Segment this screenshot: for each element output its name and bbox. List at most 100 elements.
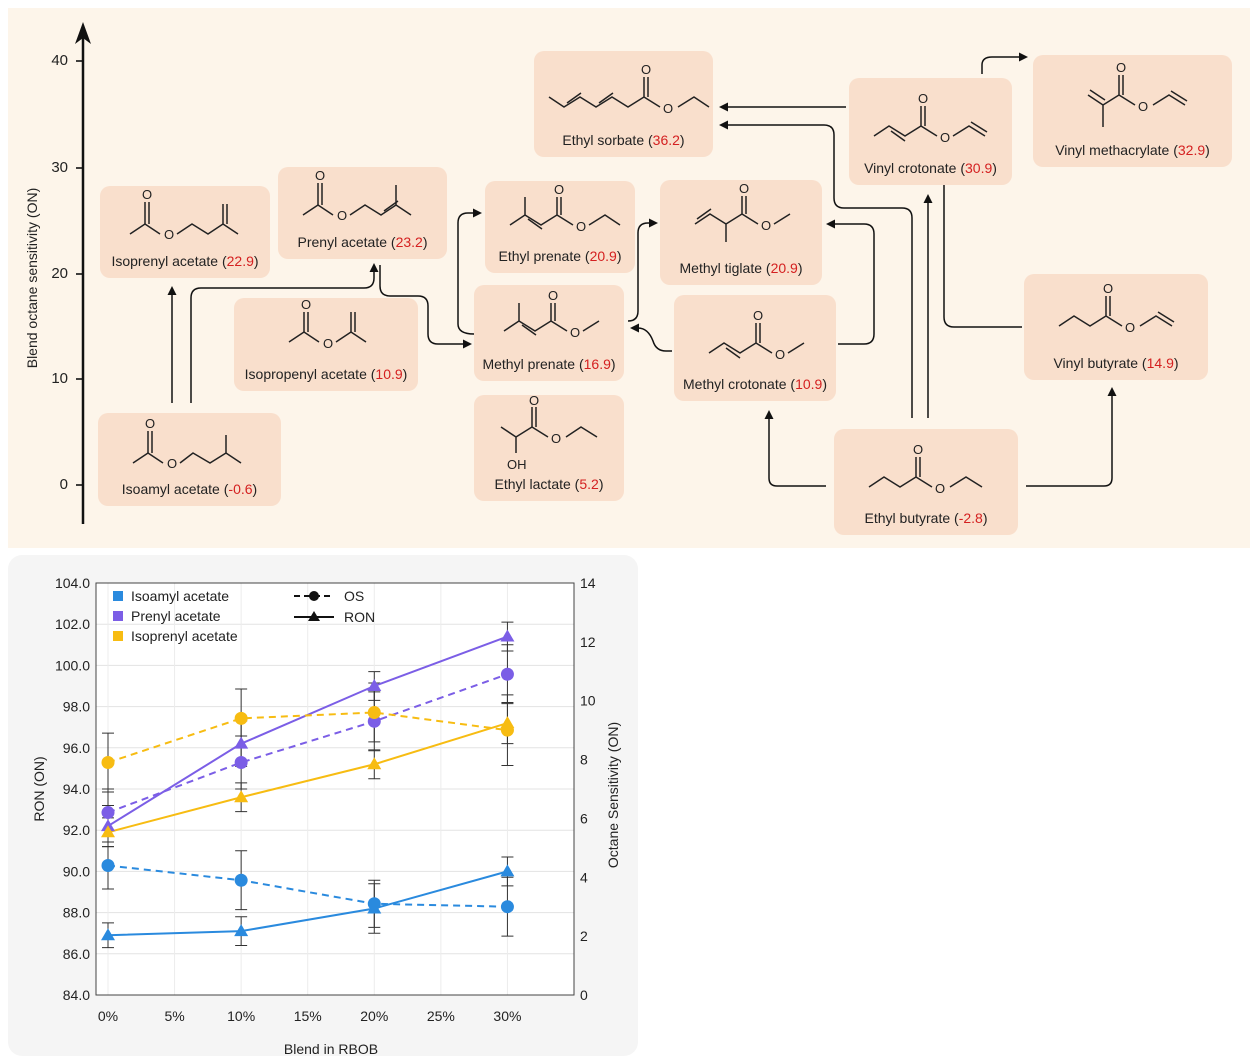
svg-text:O: O bbox=[301, 298, 311, 312]
svg-text:O: O bbox=[940, 130, 950, 145]
point-prenyl-acetate-ron bbox=[500, 629, 515, 642]
point-prenyl-acetate-os bbox=[101, 806, 115, 820]
arrow-methyl-prenate-to-methyl-tiglate bbox=[627, 218, 658, 322]
svg-text:O: O bbox=[1116, 60, 1126, 75]
compound-label: Ethyl lactate (5.2) bbox=[494, 476, 604, 492]
y-tick-label-right: 4 bbox=[580, 869, 588, 885]
y-axis-left-label: RON (ON) bbox=[31, 756, 47, 821]
compound-box-methyl-prenate: O O Methyl prenate (16.9) bbox=[474, 285, 624, 381]
tick-label-layer: 84.086.088.090.092.094.096.098.0100.0102… bbox=[55, 575, 596, 1024]
arrow-ethyl-butyrate-to-methyl-crotonate bbox=[764, 410, 826, 487]
y-axis-arrowhead bbox=[75, 22, 91, 44]
legend-label-prenyl: Prenyl acetate bbox=[131, 608, 221, 624]
x-tick-label: 0% bbox=[98, 1008, 118, 1024]
methyl-prenate-structure: O O bbox=[503, 288, 600, 340]
point-prenyl-acetate-os bbox=[234, 756, 248, 770]
x-tick-label: 20% bbox=[360, 1008, 388, 1024]
marker-layer bbox=[101, 629, 515, 941]
point-isoamyl-acetate-ron bbox=[101, 928, 115, 941]
ethyl-butyrate-structure: O O bbox=[868, 442, 983, 496]
connector-layer bbox=[75, 22, 1117, 524]
y-tick-label-left: 84.0 bbox=[63, 987, 90, 1003]
compound-box-isoprenyl-acetate: O O Isoprenyl acetate (22.9) bbox=[100, 186, 270, 278]
arrow-methyl-crotonate-to-methyl-tiglate bbox=[826, 219, 875, 345]
point-isoprenyl-acetate-os bbox=[101, 756, 115, 770]
svg-text:O: O bbox=[753, 308, 763, 323]
point-prenyl-acetate-ron bbox=[101, 819, 115, 832]
point-isoprenyl-acetate-os bbox=[234, 711, 248, 725]
compound-label: Ethyl prenate (20.9) bbox=[498, 248, 622, 264]
legend: Isoamyl acetate Prenyl acetate Isoprenyl… bbox=[113, 588, 375, 644]
svg-text:O: O bbox=[145, 416, 155, 431]
arrow-ethyl-butyrate-to-vinyl-butyrate bbox=[1026, 387, 1117, 487]
x-tick-label: 25% bbox=[427, 1008, 455, 1024]
compound-label: Prenyl acetate (23.2) bbox=[297, 234, 428, 250]
y-axis-a-ticks bbox=[76, 60, 83, 486]
y-tick-label-left: 100.0 bbox=[55, 657, 90, 673]
y-axis-a-tick-label: 0 bbox=[59, 476, 68, 493]
compound-box-methyl-tiglate: O O Methyl tiglate (20.9) bbox=[660, 180, 822, 285]
legend-label-isoamyl: Isoamyl acetate bbox=[131, 588, 229, 604]
svg-text:O: O bbox=[554, 182, 564, 197]
svg-text:O: O bbox=[570, 325, 580, 340]
vinyl-crotonate-structure: O O bbox=[873, 91, 988, 145]
point-isoprenyl-acetate-ron bbox=[367, 757, 382, 770]
series-line-isoprenyl-acetate-os bbox=[107, 711, 508, 764]
ethyl-prenate-structure: O O bbox=[509, 182, 621, 234]
grid-layer bbox=[96, 582, 574, 996]
plot-frame bbox=[95, 582, 575, 996]
x-axis-label: Blend in RBOB bbox=[284, 1041, 378, 1056]
point-isoamyl-acetate-os bbox=[367, 897, 381, 911]
point-prenyl-acetate-ron bbox=[367, 679, 382, 691]
y-tick-label-left: 94.0 bbox=[63, 781, 90, 797]
vinyl-methacrylate-structure: O O bbox=[1087, 60, 1188, 127]
legend-swatch-prenyl bbox=[113, 611, 123, 621]
x-tick-label: 15% bbox=[294, 1008, 322, 1024]
series-line-isoamyl-acetate-os bbox=[107, 864, 508, 908]
y-tick-label-right: 0 bbox=[580, 987, 588, 1003]
y-axis-a-tick-label: 10 bbox=[51, 370, 68, 387]
y-tick-label-left: 98.0 bbox=[63, 699, 90, 715]
svg-text:OH: OH bbox=[507, 457, 527, 472]
legend-swatch-isoamyl bbox=[113, 591, 123, 601]
y-tick-label-left: 88.0 bbox=[63, 905, 90, 921]
y-axis-a-tick-label: 30 bbox=[51, 159, 68, 176]
point-isoamyl-acetate-os bbox=[101, 859, 115, 873]
compound-label: Isoamyl acetate (-0.6) bbox=[121, 481, 258, 497]
legend-ron-marker bbox=[308, 611, 320, 621]
arrow-ethyl-butyrate-to-ethyl-sorbate bbox=[719, 120, 913, 418]
compound-label: Vinyl crotonate (30.9) bbox=[864, 160, 997, 176]
svg-text:O: O bbox=[529, 395, 539, 408]
svg-text:O: O bbox=[739, 181, 749, 196]
svg-text:O: O bbox=[167, 456, 177, 471]
legend-label-isoprenyl: Isoprenyl acetate bbox=[131, 628, 238, 644]
y-tick-label-right: 8 bbox=[580, 752, 588, 768]
y-tick-label-left: 96.0 bbox=[63, 740, 90, 756]
svg-text:O: O bbox=[576, 219, 586, 234]
compound-box-vinyl-crotonate: O O Vinyl crotonate (30.9) bbox=[849, 78, 1012, 185]
point-isoamyl-acetate-os bbox=[234, 873, 248, 887]
isoprenyl-acetate-structure: O O bbox=[129, 187, 239, 242]
compound-box-methyl-crotonate: O O Methyl crotonate (10.9) bbox=[674, 295, 836, 401]
svg-text:O: O bbox=[641, 62, 651, 77]
compound-label: Methyl prenate (16.9) bbox=[482, 356, 616, 372]
legend-label-ron: RON bbox=[344, 609, 375, 625]
compound-box-ethyl-prenate: O O Ethyl prenate (20.9) bbox=[485, 181, 635, 273]
compound-box-vinyl-methacrylate: O O Vinyl methacrylate (32.9) bbox=[1033, 55, 1232, 167]
y-tick-label-right: 14 bbox=[580, 575, 596, 591]
compound-box-isopropenyl-acetate: O O Isopropenyl acetate (10.9) bbox=[234, 298, 418, 391]
series-line-isoamyl-acetate-ron bbox=[107, 870, 508, 937]
point-prenyl-acetate-ron bbox=[234, 736, 249, 749]
compound-box-isoamyl-acetate: O O Isoamyl acetate (-0.6) bbox=[98, 413, 281, 506]
arrow-prenyl-to-methyl-prenate bbox=[379, 265, 472, 349]
x-tick-label: 10% bbox=[227, 1008, 255, 1024]
arrow-vinyl-crotonate-to-vinyl-methacrylate bbox=[981, 52, 1028, 74]
svg-text:O: O bbox=[918, 91, 928, 106]
compound-label: Methyl tiglate (20.9) bbox=[679, 260, 803, 276]
vinyl-butyrate-structure: O O bbox=[1058, 281, 1175, 335]
compound-label: Isoprenyl acetate (22.9) bbox=[111, 253, 259, 269]
svg-text:O: O bbox=[1125, 320, 1135, 335]
point-isoprenyl-acetate-os bbox=[367, 705, 381, 719]
svg-text:O: O bbox=[551, 431, 561, 446]
